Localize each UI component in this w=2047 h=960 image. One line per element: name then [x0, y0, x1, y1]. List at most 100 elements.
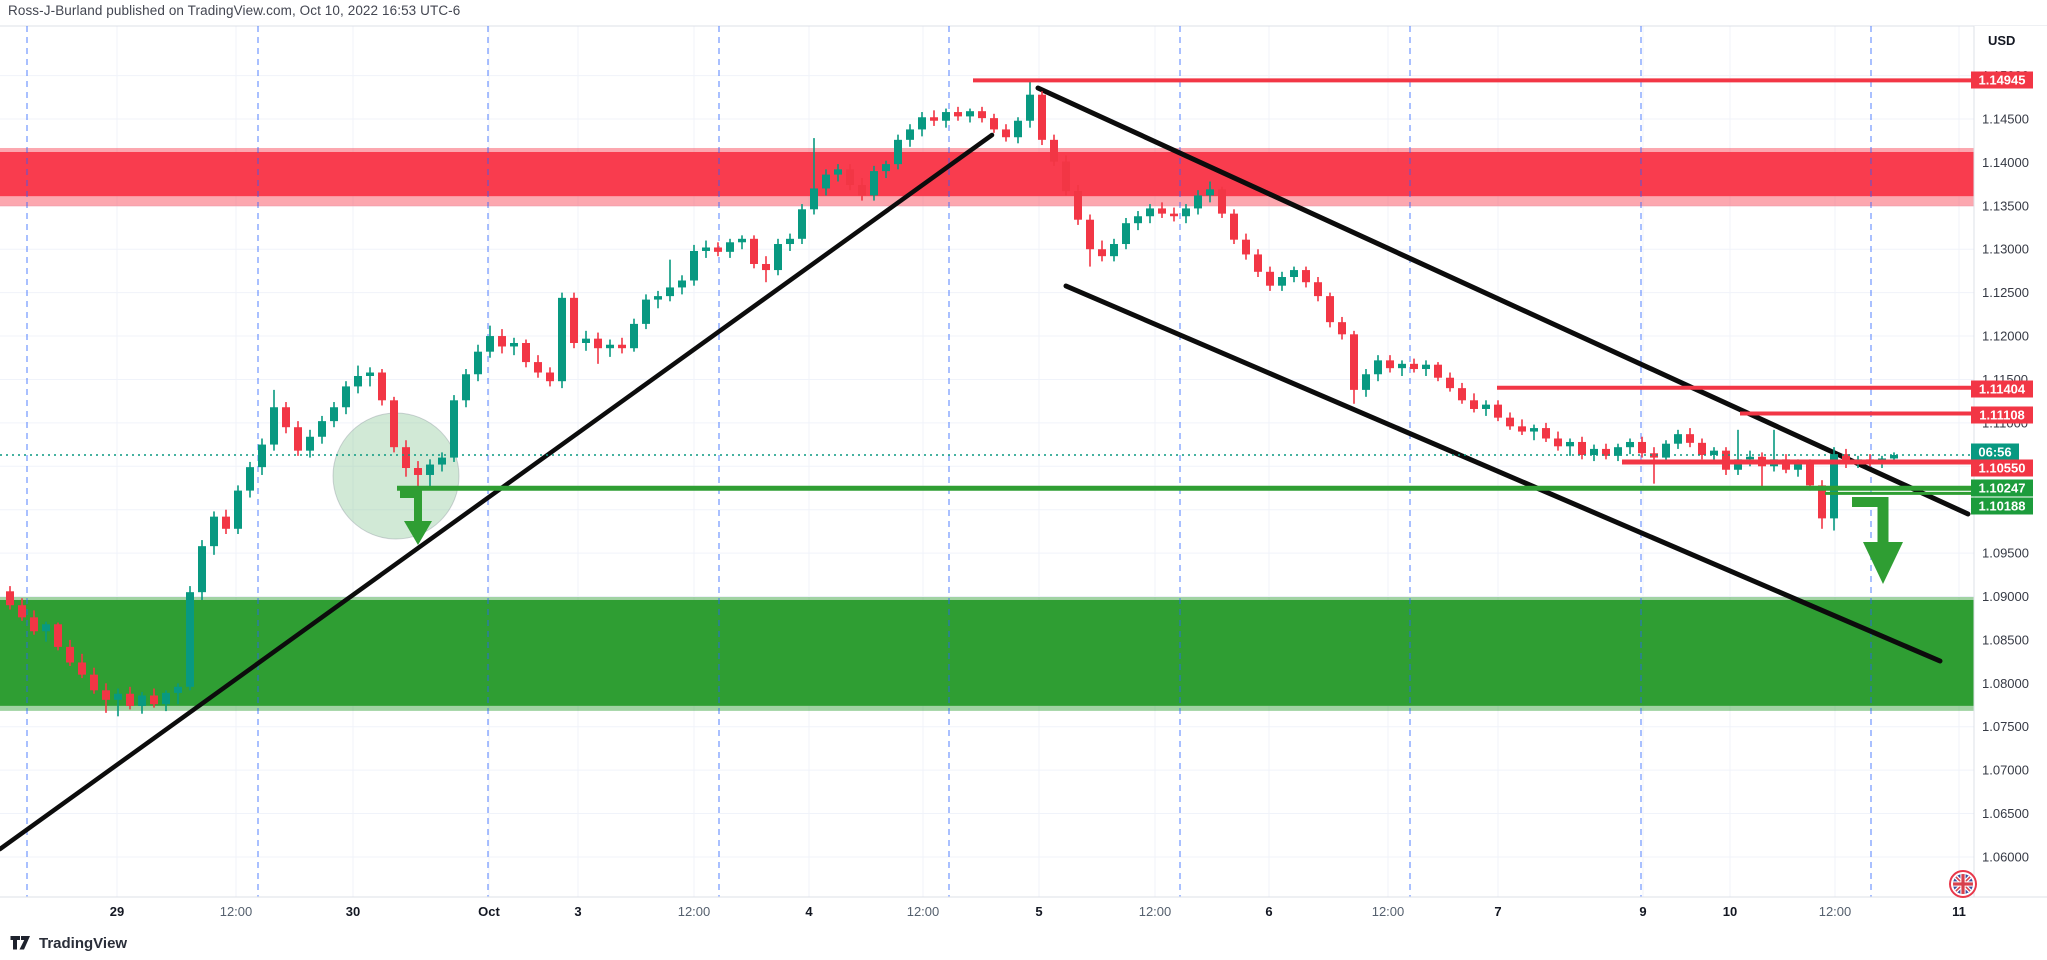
candle — [486, 325, 494, 358]
candle — [1470, 393, 1478, 413]
candle-body — [126, 693, 134, 706]
candle — [1710, 447, 1718, 462]
candle-body — [1230, 213, 1238, 240]
candle-body — [498, 336, 506, 347]
candle-body — [450, 400, 458, 458]
candle-body — [618, 344, 626, 349]
candle-body — [258, 444, 266, 468]
time-tick-label: 3 — [574, 904, 581, 919]
resistance-3-price-label-box — [1971, 406, 2033, 424]
tradingview-logo[interactable]: TradingView — [10, 934, 127, 952]
candle — [930, 110, 938, 126]
candle-body — [246, 467, 254, 491]
candle-body — [234, 490, 242, 529]
price-tick-label: 1.06500 — [1982, 806, 2029, 821]
price-tick-label: 1.14500 — [1982, 112, 2029, 127]
support-3-price-label: 1.10188 — [1979, 499, 2026, 514]
candle — [270, 389, 278, 451]
candle-body — [390, 400, 398, 448]
candle — [738, 235, 746, 250]
candle-body — [1446, 377, 1454, 389]
candle-body — [1026, 94, 1034, 121]
demand-zone[interactable] — [0, 599, 1974, 706]
candle — [762, 256, 770, 283]
candle — [1446, 372, 1454, 392]
candle-body — [1302, 270, 1310, 283]
candle — [1662, 440, 1670, 463]
breakdown-arrow-small[interactable] — [400, 490, 432, 545]
candle — [354, 365, 362, 394]
candle — [774, 238, 782, 276]
support-1-price-label: 1.10550 — [1979, 461, 2026, 476]
candle — [606, 339, 614, 357]
candle-body — [1014, 120, 1022, 138]
candle-body — [594, 338, 602, 349]
candle-body — [846, 169, 854, 185]
time-tick-label: 12:00 — [1139, 904, 1172, 919]
channel-upper-line[interactable] — [1035, 85, 1971, 517]
candle — [426, 459, 434, 488]
candle-body — [906, 129, 914, 140]
candle — [954, 106, 962, 121]
candle-body — [102, 690, 110, 700]
candle — [126, 686, 134, 710]
candle-body — [1470, 400, 1478, 409]
demand-zone-soft-bottom — [0, 705, 1974, 711]
candle-body — [1254, 254, 1262, 272]
time-axis: 29 12:00 30 Oct 3 12:00 4 12:00 5 12:00 6 12:00 7 9 10… — [0, 896, 2047, 927]
candle — [378, 369, 386, 406]
candle-body — [1890, 454, 1898, 459]
time-axis-strip[interactable] — [0, 897, 2047, 927]
candle-body — [114, 693, 122, 700]
price-tick-label: 1.07500 — [1982, 719, 2029, 734]
candle — [582, 330, 590, 351]
candle-body — [786, 238, 794, 245]
candle — [1026, 80, 1034, 128]
candle — [858, 178, 866, 201]
price-tick-label: 1.08500 — [1982, 632, 2029, 647]
candle — [1242, 233, 1250, 260]
resistance-3-price-label: 1.11108 — [1979, 408, 2025, 423]
publisher-avatar-flag-icon[interactable] — [1949, 870, 1977, 898]
candle — [726, 238, 734, 258]
candle — [198, 540, 206, 600]
candle-body — [1626, 441, 1634, 448]
ascending-support-line[interactable] — [0, 132, 995, 852]
candle — [654, 290, 662, 309]
candle — [30, 610, 38, 635]
candle-body — [90, 674, 98, 691]
candle — [1050, 134, 1058, 166]
candle-body — [1482, 404, 1490, 409]
price-tick-label: 1.12000 — [1982, 329, 2029, 344]
candle-body — [1062, 161, 1070, 192]
avatar-layer — [1949, 870, 1977, 898]
supply-zone[interactable] — [0, 151, 1974, 197]
candle-body — [210, 516, 218, 547]
candle-body — [1194, 195, 1202, 209]
candle-body — [366, 372, 374, 376]
candle — [1002, 124, 1010, 142]
candle-body — [354, 375, 362, 387]
candle-body — [294, 427, 302, 451]
demand-zone-soft-top — [0, 596, 1974, 600]
candle — [138, 692, 146, 714]
arrow-head — [404, 521, 432, 545]
candle — [822, 169, 830, 196]
candle-body — [186, 592, 194, 687]
candle — [990, 113, 998, 133]
candle — [210, 511, 218, 555]
candle-body — [1266, 271, 1274, 286]
candle-body — [1206, 189, 1214, 196]
candle — [546, 367, 554, 387]
candle — [258, 438, 266, 475]
breakdown-arrow-large[interactable] — [1852, 497, 1903, 584]
candle-body — [1146, 208, 1154, 217]
candle-body — [1674, 434, 1682, 444]
channel-lower-line[interactable] — [1063, 283, 1943, 664]
candle — [1146, 204, 1154, 224]
candle — [6, 586, 14, 610]
price-tick-label: 1.12500 — [1982, 285, 2029, 300]
candle — [618, 337, 626, 354]
candle-body — [378, 372, 386, 401]
